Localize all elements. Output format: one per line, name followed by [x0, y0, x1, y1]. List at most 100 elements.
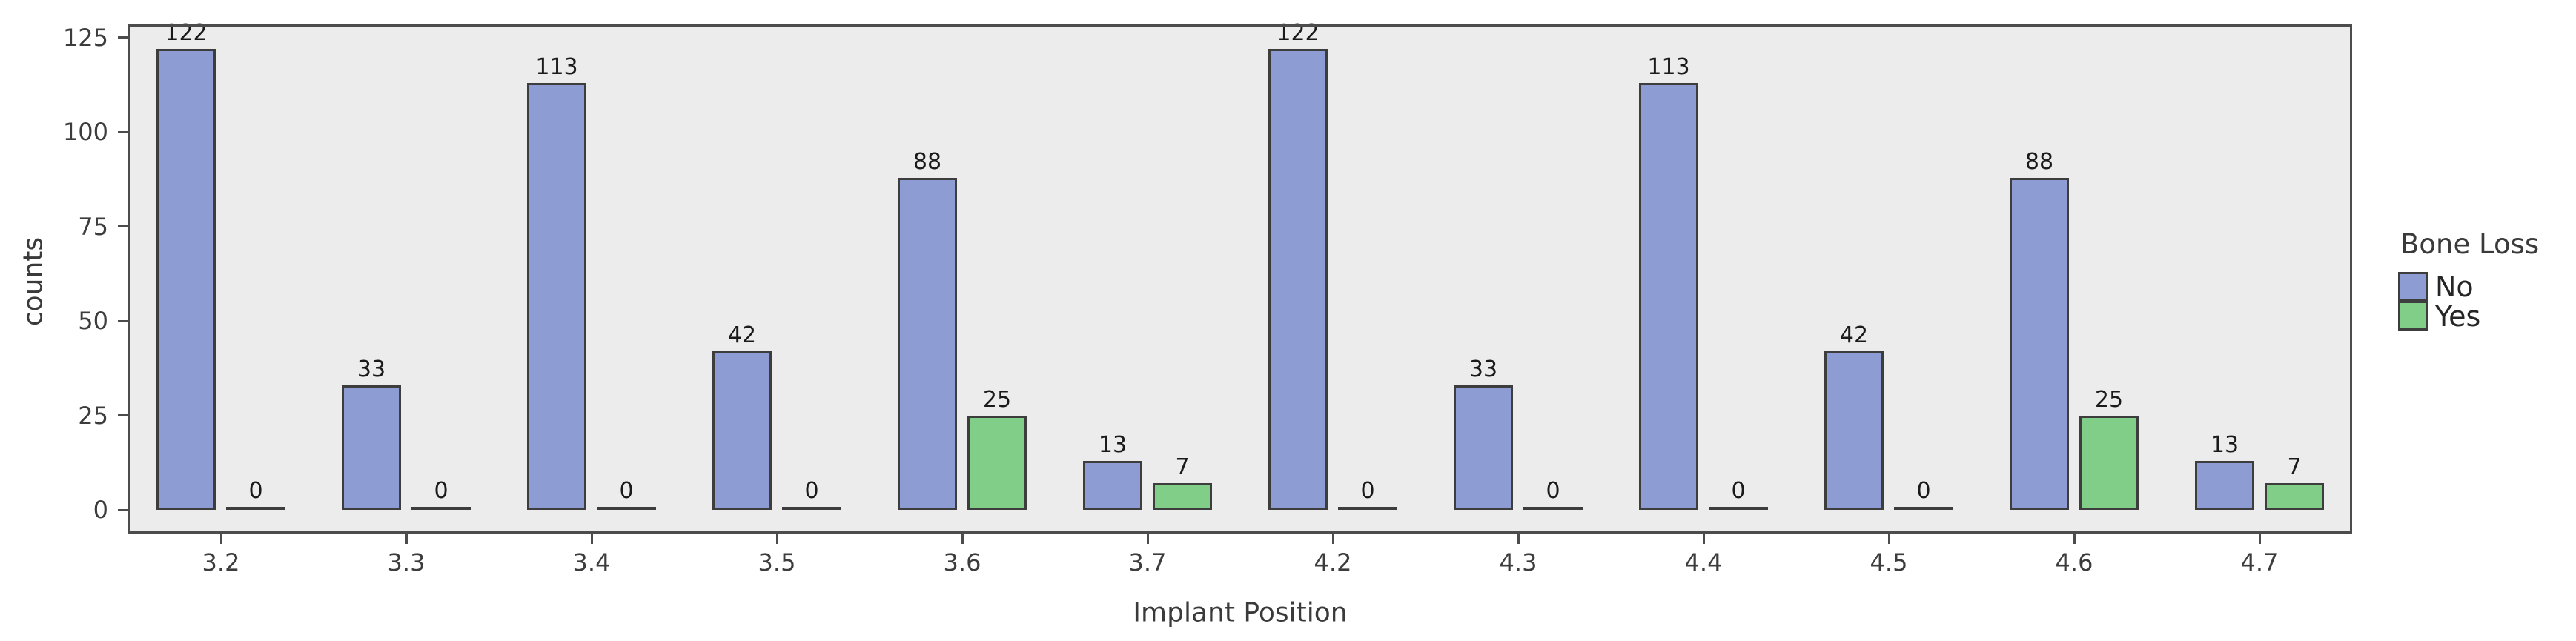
- y-tick-label: 50: [78, 307, 108, 336]
- bar-wrap: 7: [2265, 456, 2324, 510]
- bar-yes-4.5: [1894, 507, 1953, 510]
- legend-swatch-no: [2398, 272, 2428, 302]
- bar-value-label: 0: [1916, 478, 1931, 504]
- bar-wrap: 0: [597, 480, 656, 510]
- bar-wrap: 88: [898, 150, 957, 510]
- bar-value-label: 25: [2094, 386, 2124, 413]
- bar-group-4.6: 88 25: [1981, 148, 2167, 510]
- y-tick-label: 75: [78, 212, 108, 241]
- y-tick-mark: [118, 508, 128, 511]
- x-tick-mark: [2258, 534, 2261, 544]
- bar-value-label: 122: [165, 20, 208, 47]
- bar-value-label: 42: [1839, 322, 1869, 348]
- bar-wrap: 0: [226, 480, 285, 510]
- bar-group-3.2: 122 0: [128, 22, 314, 510]
- bar-value-label: 25: [982, 386, 1012, 413]
- bar-yes-3.6: [967, 415, 1027, 510]
- y-tick-mark: [118, 36, 128, 39]
- legend-label: Yes: [2435, 300, 2481, 333]
- x-tick-mark: [1702, 534, 1705, 544]
- legend-title: Bone Loss: [2400, 228, 2540, 260]
- bar-wrap: 88: [2010, 148, 2069, 510]
- bar-value-label: 88: [2024, 148, 2054, 175]
- y-axis-title: counts: [18, 236, 49, 327]
- x-tick-label: 3.7: [1128, 548, 1167, 577]
- bar-group-3.4: 113 0: [499, 56, 684, 510]
- bar-no-4.5: [1824, 351, 1884, 510]
- bar-yes-3.4: [597, 507, 656, 510]
- bar-wrap: 13: [1083, 434, 1142, 510]
- bar-wrap: 0: [1709, 480, 1768, 510]
- bar-group-3.6: 88 25: [870, 150, 1055, 510]
- bar-no-4.3: [1454, 385, 1513, 510]
- bar-value-label: 0: [619, 478, 634, 504]
- x-tick-label: 4.6: [2055, 548, 2093, 577]
- bar-wrap: 113: [1639, 56, 1698, 510]
- x-tick-label: 4.7: [2240, 548, 2279, 577]
- x-tick-mark: [590, 534, 593, 544]
- bar-wrap: 7: [1153, 456, 1212, 510]
- x-tick-label: 3.2: [202, 548, 240, 577]
- bar-wrap: 0: [782, 480, 841, 510]
- y-tick-label: 100: [62, 118, 108, 147]
- bar-group-4.2: 122 0: [1240, 22, 1426, 510]
- x-tick-mark: [1146, 534, 1149, 544]
- y-tick-mark: [118, 225, 128, 228]
- x-tick-label: 3.3: [387, 548, 426, 577]
- bar-group-3.3: 33 0: [314, 356, 499, 510]
- x-axis-title: Implant Position: [1133, 597, 1348, 628]
- bar-value-label: 0: [1731, 478, 1746, 504]
- legend-label: No: [2435, 270, 2474, 303]
- bar-wrap: 113: [527, 56, 586, 510]
- bar-value-label: 33: [357, 356, 386, 382]
- x-tick-mark: [219, 534, 222, 544]
- x-tick-label: 3.6: [943, 548, 981, 577]
- bar-yes-3.3: [411, 507, 471, 510]
- bar-value-label: 7: [2287, 454, 2302, 481]
- bar-wrap: 25: [967, 386, 1027, 510]
- bar-wrap: 0: [411, 480, 471, 510]
- bar-wrap: 42: [712, 322, 772, 510]
- bar-no-3.5: [712, 351, 772, 510]
- bar-yes-4.2: [1338, 507, 1397, 510]
- bar-group-4.4: 113 0: [1611, 56, 1796, 510]
- bar-value-label: 0: [1546, 478, 1560, 504]
- legend-swatch-yes: [2398, 300, 2428, 331]
- bar-yes-4.7: [2265, 483, 2324, 510]
- y-tick-mark: [118, 414, 128, 417]
- bar-wrap: 122: [1268, 22, 1328, 510]
- bar-value-label: 0: [248, 478, 263, 504]
- bar-wrap: 13: [2195, 434, 2254, 510]
- x-tick-label: 4.4: [1684, 548, 1723, 577]
- bar-value-label: 113: [535, 54, 578, 81]
- bar-no-3.2: [156, 49, 216, 510]
- legend-row-yes: Yes: [2398, 300, 2539, 333]
- bar-no-4.6: [2010, 177, 2069, 510]
- bar-yes-3.2: [226, 507, 285, 510]
- bar-value-label: 42: [727, 322, 757, 348]
- x-tick-mark: [775, 534, 778, 544]
- bar-wrap: 42: [1824, 322, 1884, 510]
- x-tick-label: 4.5: [1870, 548, 1908, 577]
- bar-value-label: 13: [2210, 431, 2239, 458]
- bar-value-label: 0: [804, 478, 819, 504]
- y-tick-mark: [118, 319, 128, 322]
- x-tick-label: 3.4: [572, 548, 611, 577]
- bar-group-4.7: 13 7: [2167, 434, 2352, 510]
- bar-group-3.5: 42 0: [684, 322, 870, 510]
- bar-group-4.5: 42 0: [1796, 322, 1981, 510]
- y-tick-label: 125: [62, 23, 108, 52]
- bar-group-4.3: 33 0: [1426, 358, 1611, 510]
- bar-yes-4.4: [1709, 507, 1768, 510]
- bar-wrap: 0: [1338, 480, 1397, 510]
- bar-wrap: 0: [1523, 480, 1583, 510]
- bar-no-3.7: [1083, 460, 1142, 510]
- bar-value-label: 0: [434, 478, 448, 504]
- x-tick-mark: [1517, 534, 1520, 544]
- bar-yes-4.6: [2079, 415, 2139, 510]
- x-tick-label: 4.2: [1314, 548, 1352, 577]
- bar-wrap: 33: [342, 356, 401, 510]
- x-tick-mark: [405, 534, 408, 544]
- x-tick-mark: [1331, 534, 1334, 544]
